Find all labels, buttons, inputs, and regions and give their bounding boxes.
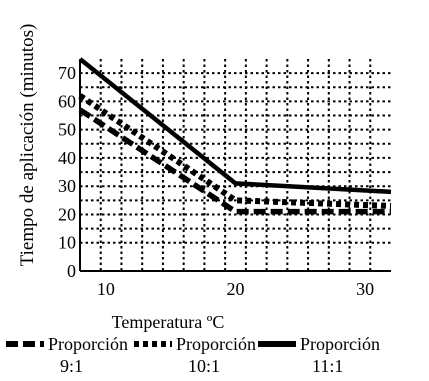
grid [80, 59, 391, 271]
y-tick-label: 30 [58, 176, 76, 196]
legend-label-1-line1: Proporción [48, 334, 128, 354]
x-tick-label: 10 [97, 279, 115, 299]
legend-label-2-line2: 10:1 [188, 356, 220, 376]
x-tick-label: 30 [356, 279, 374, 299]
y-tick-label: 40 [58, 148, 76, 168]
axes [79, 59, 391, 272]
legend-label-3-line2: 11:1 [312, 356, 343, 376]
legend-label-3-line1: Proporción [300, 334, 380, 354]
series-lines [78, 57, 392, 215]
x-tick-label: 20 [227, 279, 245, 299]
y-tick-label: 70 [58, 63, 76, 83]
y-tick-label: 0 [67, 261, 76, 281]
x-axis-label: Temperatura ºC [112, 312, 225, 332]
tick-labels: 0 10 20 30 40 50 60 70 10 20 30 [58, 63, 374, 299]
y-tick-label: 50 [58, 120, 76, 140]
series-line-3 [78, 57, 392, 195]
series-line-2 [78, 93, 392, 209]
legend-label-2-line1: Proporción [176, 334, 256, 354]
legend: Proporción9:1Proporción10:1Proporción11:… [6, 334, 380, 376]
legend-label-1-line2: 9:1 [60, 356, 83, 376]
y-tick-label: 20 [58, 204, 76, 224]
y-tick-label: 10 [58, 233, 76, 253]
series-line-1 [78, 107, 391, 215]
y-axis-label: Tiempo de aplicación (minutos) [17, 24, 38, 267]
y-tick-label: 60 [58, 91, 76, 111]
